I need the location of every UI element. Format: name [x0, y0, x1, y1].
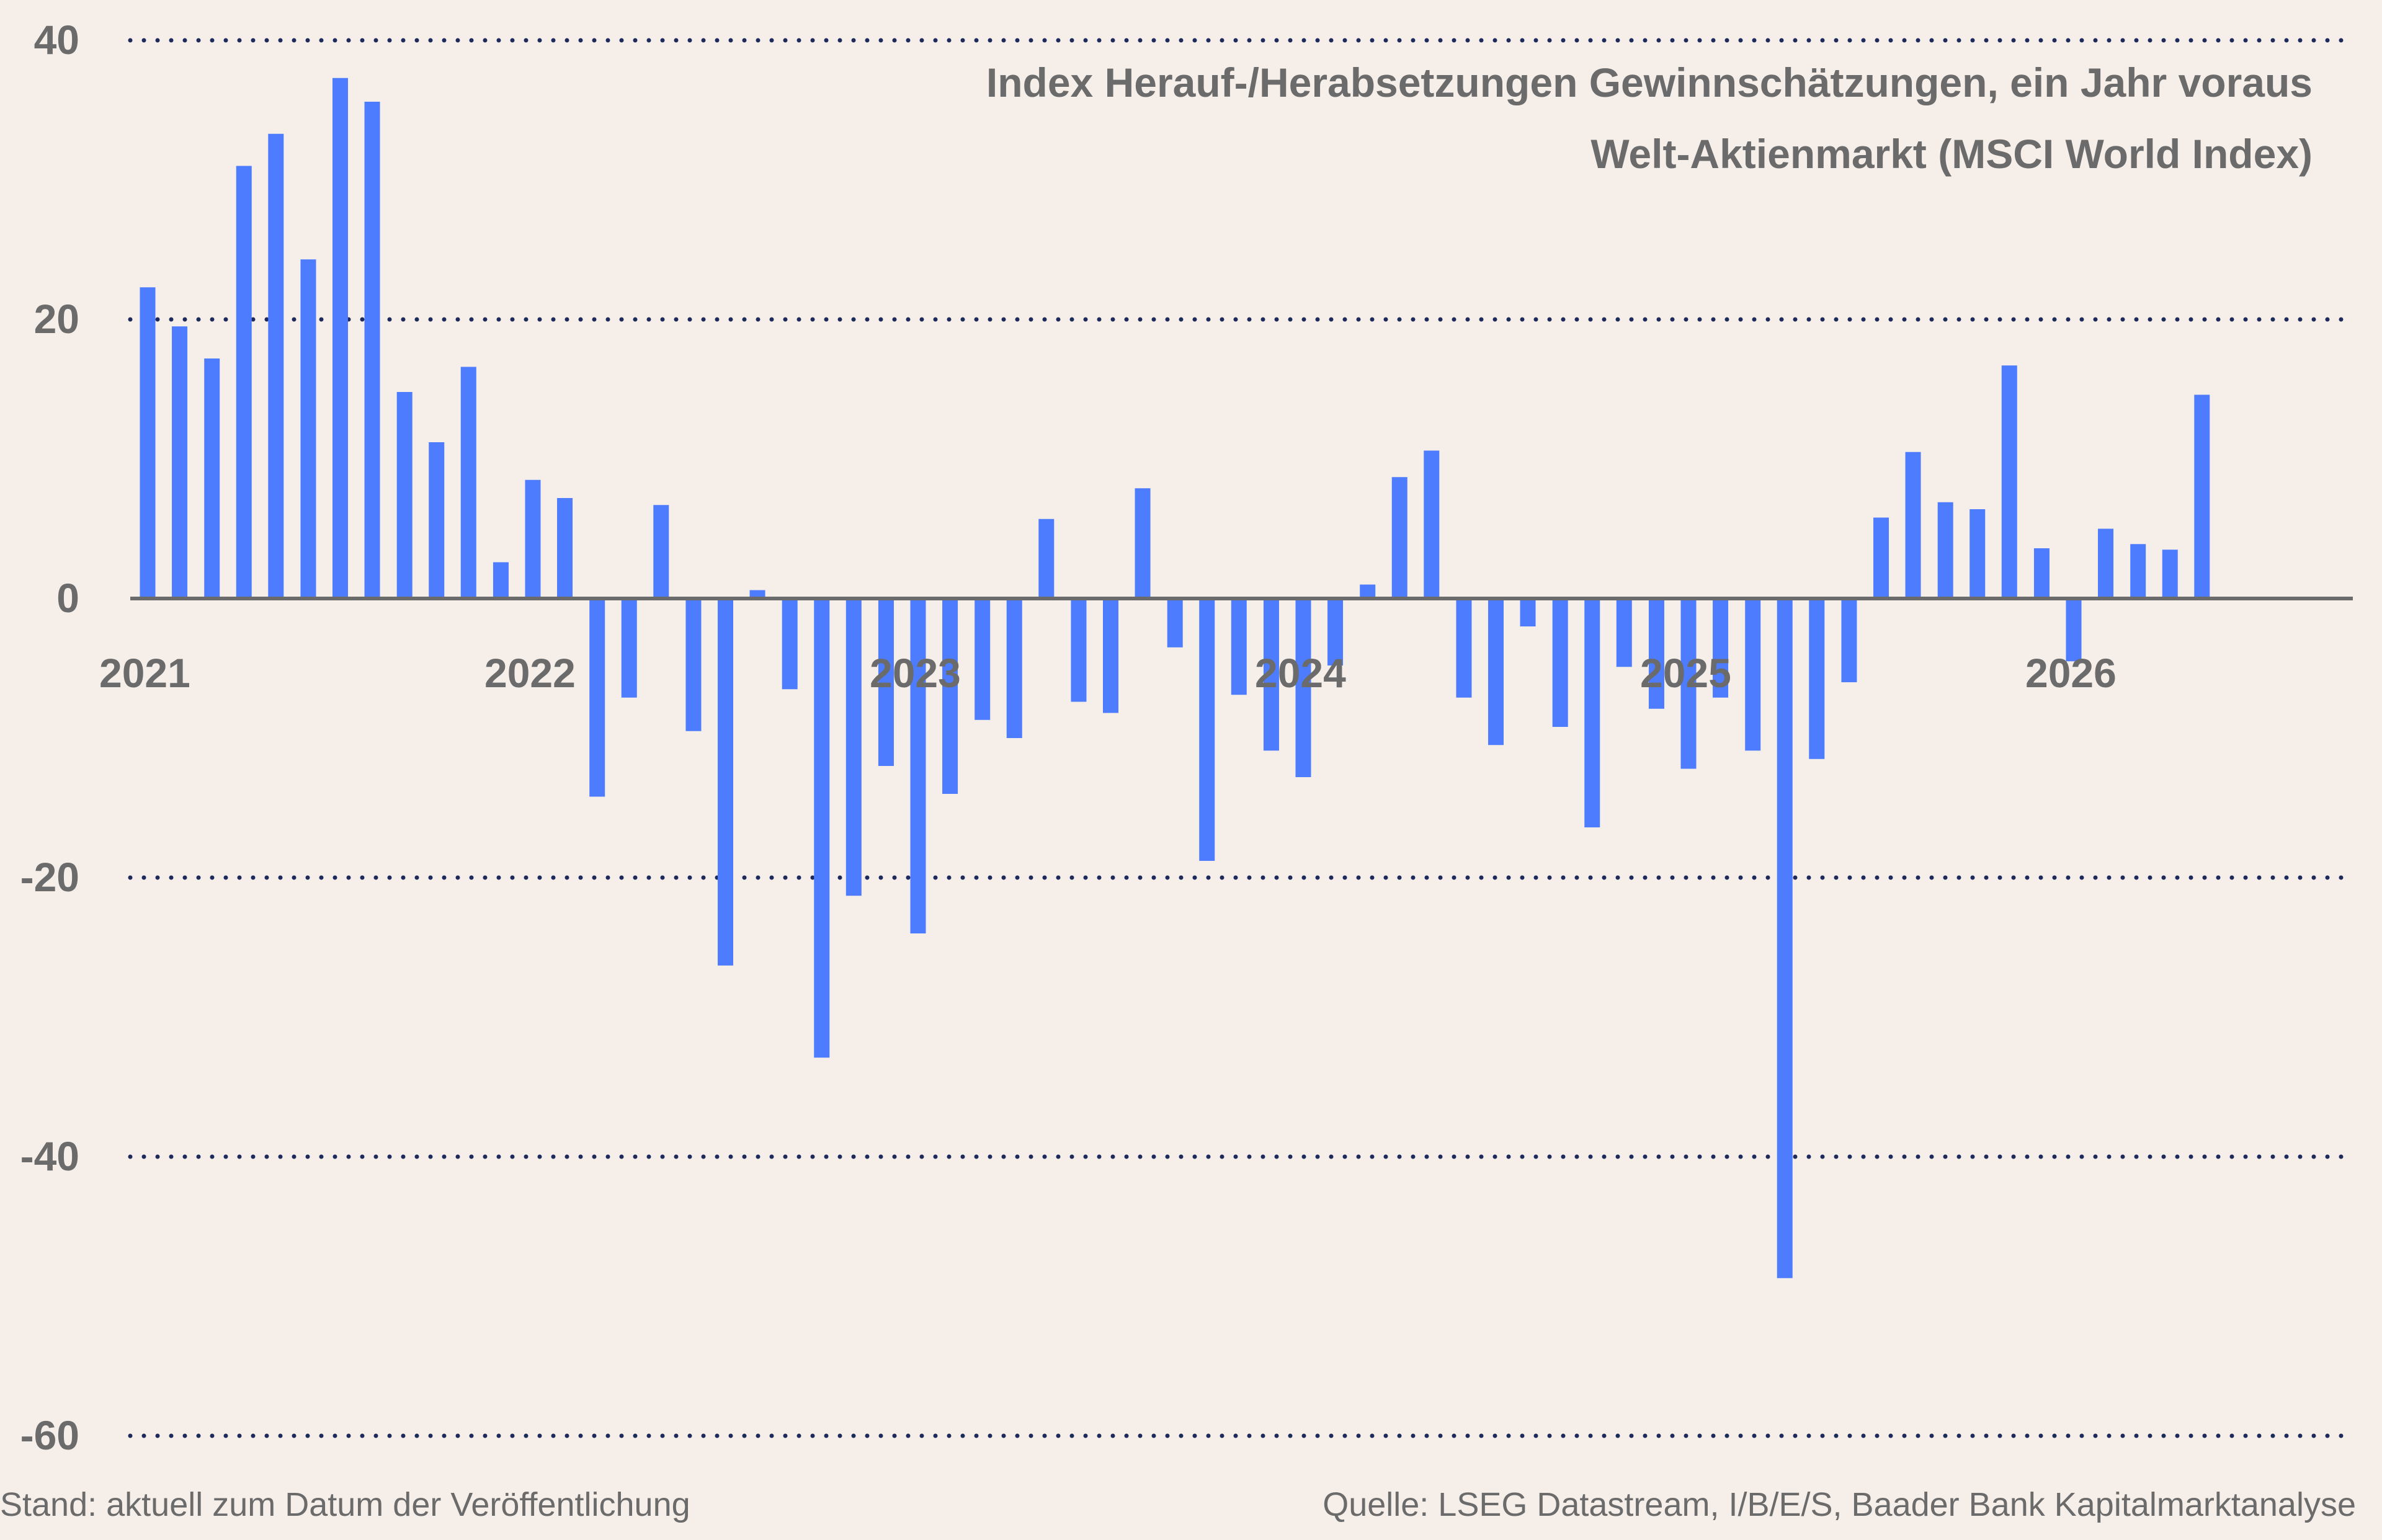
bar — [1103, 599, 1118, 713]
x-tick-label: 2025 — [1640, 650, 1731, 696]
bar — [525, 479, 541, 599]
bar — [1873, 517, 1889, 599]
y-tick-label: 0 — [56, 575, 79, 621]
bar — [1777, 599, 1793, 1278]
bar — [2098, 528, 2114, 599]
bar — [1680, 599, 1697, 769]
bar — [1231, 599, 1247, 695]
x-tick-label: 2026 — [2025, 650, 2117, 696]
x-tick-label: 2021 — [99, 650, 190, 696]
bar — [942, 599, 958, 794]
bar — [460, 367, 476, 599]
bar — [1520, 599, 1536, 626]
y-tick-label: 40 — [34, 17, 79, 63]
bar — [718, 599, 733, 966]
bar — [172, 326, 188, 599]
bar — [1167, 599, 1183, 648]
bar — [1391, 477, 1407, 599]
chart-subtitle: Welt-Aktienmarkt (MSCI World Index) — [1590, 131, 2313, 177]
bar — [268, 133, 284, 599]
bar — [782, 599, 798, 690]
bar — [653, 505, 669, 599]
bar — [2162, 550, 2178, 599]
bar — [2066, 599, 2082, 662]
x-axis-ticks: 2021 2022 2023 2024 2025 2026 — [99, 650, 2117, 696]
x-tick-label: 2022 — [484, 650, 576, 696]
bar — [1552, 599, 1568, 727]
y-axis-ticks: 40 20 0 -20 -40 -60 — [20, 17, 79, 1458]
bar — [2001, 365, 2017, 599]
bar — [1584, 599, 1600, 827]
bar — [396, 392, 413, 599]
bars — [140, 78, 2210, 1278]
bar — [1745, 599, 1761, 751]
grid-lines — [128, 38, 2353, 1438]
y-tick-label: -40 — [20, 1133, 79, 1179]
bar — [878, 599, 894, 766]
bar — [1038, 519, 1055, 599]
bar — [364, 102, 380, 599]
bar — [236, 166, 252, 599]
x-tick-label: 2024 — [1255, 650, 1346, 696]
bar — [621, 599, 637, 698]
bar — [1648, 599, 1664, 709]
bar — [1905, 452, 1921, 599]
bar — [429, 442, 445, 599]
bar — [2033, 548, 2050, 599]
bar — [1841, 599, 1857, 682]
bar — [1006, 599, 1022, 738]
bar — [1969, 509, 1986, 599]
bar — [814, 599, 830, 1058]
y-tick-label: 20 — [34, 296, 79, 342]
y-tick-label: -60 — [20, 1412, 79, 1458]
bar — [1327, 599, 1344, 665]
bar — [1937, 502, 1953, 599]
bar — [493, 562, 509, 599]
bar — [300, 259, 316, 599]
bar — [2194, 394, 2210, 599]
bar — [2130, 544, 2146, 599]
x-tick-label: 2023 — [870, 650, 961, 696]
bar — [1360, 584, 1376, 599]
bar — [1263, 599, 1279, 751]
footer-note: Stand: aktuell zum Datum der Veröffentli… — [0, 1486, 690, 1523]
bar — [685, 599, 702, 731]
bar — [1199, 599, 1215, 861]
bar — [1424, 450, 1440, 599]
bar — [1713, 599, 1729, 698]
bar — [332, 78, 348, 599]
bar — [1071, 599, 1087, 702]
bar — [910, 599, 926, 933]
bar — [1295, 599, 1311, 777]
bar — [140, 287, 156, 599]
chart-title: Index Herauf-/Herabsetzungen Gewinnschät… — [986, 60, 2313, 105]
bar — [1135, 488, 1151, 599]
bar — [975, 599, 991, 720]
bar — [845, 599, 862, 896]
bar — [204, 358, 220, 599]
bar — [1488, 599, 1504, 746]
bar — [749, 590, 765, 599]
y-tick-label: -20 — [20, 854, 79, 900]
bar — [1809, 599, 1825, 759]
bar — [1456, 599, 1472, 698]
footer-source: Quelle: LSEG Datastream, I/B/E/S, Baader… — [1323, 1486, 2356, 1523]
bar — [557, 498, 573, 599]
bar — [1616, 599, 1632, 667]
bar — [589, 599, 605, 797]
